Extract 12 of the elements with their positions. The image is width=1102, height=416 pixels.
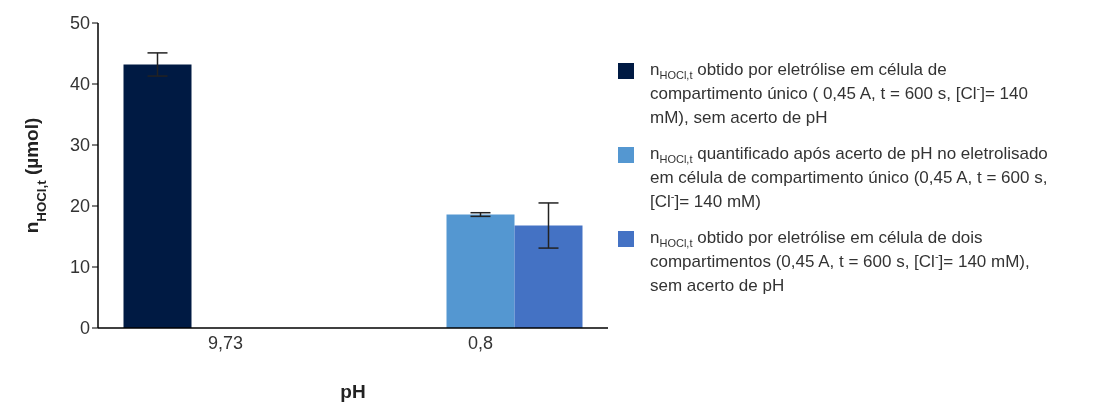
y-tick-label: 0	[79, 318, 90, 339]
y-tick-label: 40	[69, 74, 90, 95]
y-tick-label: 20	[69, 196, 90, 217]
legend-label: n$_{HOCl,t}$ quantificado após acerto de pH no eletrolisado em célula de compartimento único (0,45 A, t = 600 s, [Cl$^{-}$]= 140 mM)	[650, 143, 1049, 213]
y-tick-label: 50	[69, 13, 90, 34]
y-tick-label: 30	[69, 135, 90, 156]
text: n$_{HOCl,t}$ obtido por eletrólise em célula de dois compartimentos (0,45 A, t = 600 s, [Cl$^{-}$]= 140 mM), sem acerto de pH	[650, 228, 1030, 295]
x-axis-title: pH	[340, 381, 366, 402]
y-tick-label: 10	[69, 257, 90, 278]
x-tick-label: 9,73	[207, 332, 244, 353]
text: n$_{HOCl,t}$ obtido por eletrólise em célula de compartimento único ( 0,45 A, t = 600 s, [Cl$^{-}$]= 140 mM), sem acerto de pH	[650, 60, 1028, 127]
x-tick-label: 0,8	[467, 332, 494, 353]
